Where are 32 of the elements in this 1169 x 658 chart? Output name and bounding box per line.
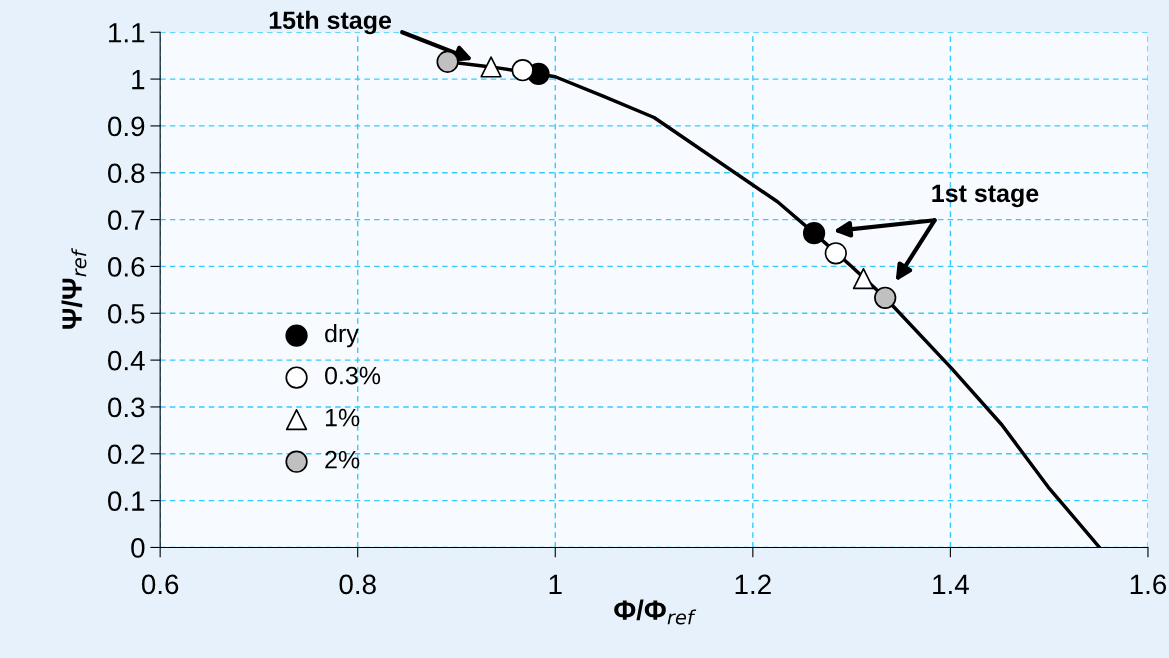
x-tick-label: 1.2 — [735, 574, 771, 594]
y-tick-label: 0.3 — [108, 397, 145, 418]
x-tick-label: 1.6 — [1130, 574, 1167, 595]
y-tick-label: 0 — [131, 538, 145, 558]
x-tick-label: 1.4 — [933, 574, 969, 594]
x-tick-label: 0.8 — [339, 574, 376, 595]
y-tick-label: 0.4 — [108, 350, 145, 371]
y-tick-label: 0.8 — [108, 163, 145, 184]
point — [480, 56, 502, 78]
y-tick-label: 0.5 — [108, 303, 145, 324]
legend-label: 0.3% — [325, 366, 381, 385]
point — [802, 222, 826, 245]
legend-label: dry — [325, 323, 359, 348]
y-tick-label: 0.7 — [108, 210, 145, 230]
point — [874, 286, 897, 309]
x-tick-label: 1 — [549, 574, 562, 594]
point — [436, 50, 459, 73]
x-axis-title: Φ/Φ$_{ref}$ — [614, 599, 697, 625]
annotation: 1st stage — [932, 184, 1039, 208]
y-tick-label: 0.6 — [108, 257, 145, 277]
annotation: 15th stage — [269, 10, 392, 35]
y-tick-label: 0.2 — [108, 444, 145, 465]
point — [852, 267, 875, 290]
y-tick-label: 0.9 — [108, 116, 145, 137]
y-tick-label: 1 — [132, 70, 145, 90]
point — [824, 242, 847, 265]
point — [511, 59, 534, 82]
y-axis-title: Ψ/Ψ$_{ref}$ — [61, 247, 87, 329]
legend-label: 1% — [325, 408, 360, 427]
y-tick-label: 0.1 — [108, 491, 145, 511]
y-tick-label: 1.1 — [109, 23, 145, 43]
legend-label: 2% — [325, 450, 360, 469]
